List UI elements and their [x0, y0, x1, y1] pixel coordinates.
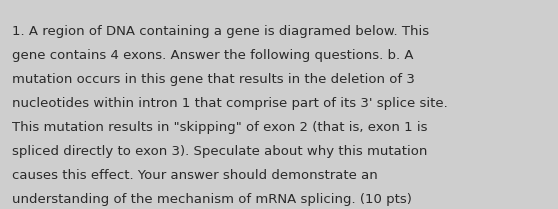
Text: spliced directly to exon 3). Speculate about why this mutation: spliced directly to exon 3). Speculate a…	[12, 145, 427, 158]
Text: gene contains 4 exons. Answer the following questions. b. A: gene contains 4 exons. Answer the follow…	[12, 49, 414, 62]
Text: causes this effect. Your answer should demonstrate an: causes this effect. Your answer should d…	[12, 169, 378, 182]
Text: This mutation results in "skipping" of exon 2 (that is, exon 1 is: This mutation results in "skipping" of e…	[12, 121, 428, 134]
Text: 1. A region of DNA containing a gene is diagramed below. This: 1. A region of DNA containing a gene is …	[12, 25, 430, 38]
Text: mutation occurs in this gene that results in the deletion of 3: mutation occurs in this gene that result…	[12, 73, 415, 86]
Text: nucleotides within intron 1 that comprise part of its 3' splice site.: nucleotides within intron 1 that compris…	[12, 97, 448, 110]
Text: understanding of the mechanism of mRNA splicing. (10 pts): understanding of the mechanism of mRNA s…	[12, 193, 412, 206]
